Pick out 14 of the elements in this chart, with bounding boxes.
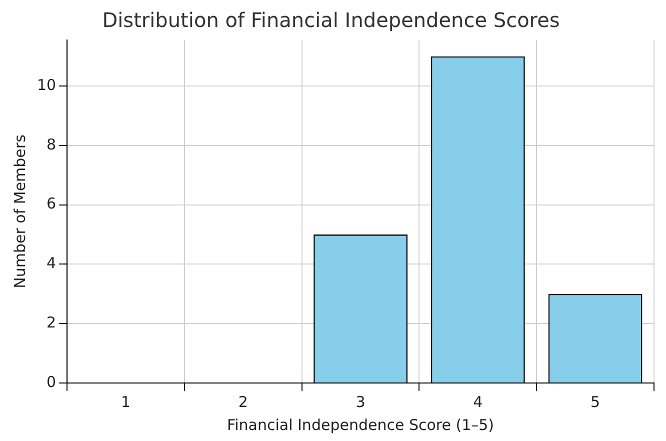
y-tick-label: 4 <box>46 254 56 272</box>
x-tick-label: 1 <box>121 392 131 411</box>
y-axis-title: Number of Members <box>10 134 29 288</box>
chart-title: Distribution of Financial Independence Scores <box>102 8 560 32</box>
x-axis-title: Financial Independence Score (1–5) <box>227 416 494 434</box>
x-tick-label: 3 <box>356 392 366 411</box>
y-tick-label: 2 <box>46 313 56 332</box>
x-tick-label: 4 <box>473 392 483 411</box>
x-tick-label: 5 <box>590 392 600 411</box>
y-tick-label: 8 <box>46 135 56 154</box>
y-tick-label: 10 <box>36 76 56 94</box>
y-tick-label: 6 <box>46 194 56 213</box>
x-tick-label: 2 <box>238 392 248 411</box>
y-tick-label: 0 <box>46 372 56 391</box>
